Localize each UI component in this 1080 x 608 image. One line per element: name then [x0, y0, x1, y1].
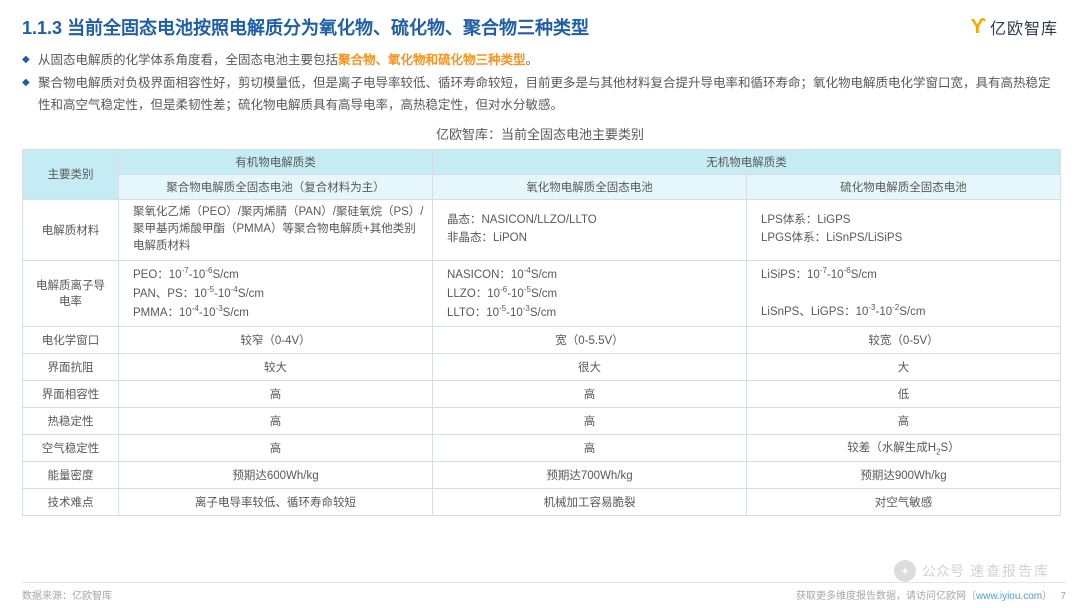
th-oxide: 氧化物电解质全固态电池	[433, 174, 747, 199]
cell: 很大	[433, 353, 747, 380]
table-row: 电化学窗口 较窄（0-4V） 宽（0-5.5V） 较宽（0-5V）	[23, 326, 1061, 353]
th-main-cat: 主要类别	[23, 149, 119, 199]
cell: NASICON：10-4S/cm LLZO：10-6-10-5S/cm LLTO…	[433, 260, 747, 326]
logo-text: 亿欧智库	[990, 15, 1058, 39]
row-label: 技术难点	[23, 488, 119, 515]
row-label: 能量密度	[23, 461, 119, 488]
table-row: 界面相容性 高 高 低	[23, 380, 1061, 407]
page-number: 7	[1060, 591, 1066, 602]
row-label: 电化学窗口	[23, 326, 119, 353]
th-inorganic: 无机物电解质类	[433, 149, 1061, 174]
table-row: 电解质材料 聚氧化乙烯（PEO）/聚丙烯腈（PAN）/聚硅氧烷（PS）/聚甲基丙…	[23, 199, 1061, 260]
cell: 低	[747, 380, 1061, 407]
table-caption: 亿欧智库：当前全固态电池主要类别	[22, 124, 1058, 143]
watermark-label: 公众号	[922, 561, 964, 581]
logo-mark-icon: ϒ	[971, 16, 986, 39]
battery-types-table: 主要类别 有机物电解质类 无机物电解质类 聚合物电解质全固态电池（复合材料为主）…	[22, 149, 1061, 516]
table-row: 热稳定性 高 高 高	[23, 407, 1061, 434]
cell: 高	[119, 380, 433, 407]
bullet-1: 从固态电解质的化学体系角度看，全固态电池主要包括聚合物、氧化物和硫化物三种类型。	[22, 50, 1058, 71]
table-row: 电解质离子导电率 PEO：10-7-10-6S/cm PAN、PS：10-5-1…	[23, 260, 1061, 326]
th-organic: 有机物电解质类	[119, 149, 433, 174]
bullet-2: 聚合物电解质对负极界面相容性好，剪切模量低，但是离子电导率较低、循环寿命较短，目…	[22, 73, 1058, 116]
cell: LPS体系：LiGPSLPGS体系：LiSnPS/LiSiPS	[747, 199, 1061, 260]
page-title: 1.1.3 当前全固态电池按照电解质分为氧化物、硫化物、聚合物三种类型	[22, 14, 589, 40]
watermark: ✦ 公众号 速查报告库	[894, 560, 1050, 582]
cell: LiSiPS：10-7-10-6S/cm LiSnPS、LiGPS：10-3-1…	[747, 260, 1061, 326]
cell: 大	[747, 353, 1061, 380]
row-label: 电解质离子导电率	[23, 260, 119, 326]
cell: 较大	[119, 353, 433, 380]
cell: 较宽（0-5V）	[747, 326, 1061, 353]
cell: 高	[433, 407, 747, 434]
footer-link[interactable]: www.iyiou.com	[976, 591, 1042, 602]
row-label: 电解质材料	[23, 199, 119, 260]
cell: 预期达700Wh/kg	[433, 461, 747, 488]
table-row: 空气稳定性 高 高 较差（水解生成H2S）	[23, 434, 1061, 461]
th-polymer: 聚合物电解质全固态电池（复合材料为主）	[119, 174, 433, 199]
cell: 晶态：NASICON/LLZO/LLTO非晶态：LiPON	[433, 199, 747, 260]
footer-right: 获取更多维度报告数据，请访问亿欧网（www.iyiou.com） 7	[796, 587, 1066, 602]
cell: 预期达600Wh/kg	[119, 461, 433, 488]
wechat-icon: ✦	[894, 560, 916, 582]
th-sulfide: 硫化物电解质全固态电池	[747, 174, 1061, 199]
cell: 高	[433, 434, 747, 461]
page-footer: 数据来源：亿欧智库 获取更多维度报告数据，请访问亿欧网（www.iyiou.co…	[22, 582, 1066, 602]
table-row: 技术难点 离子电导率较低、循环寿命较短 机械加工容易脆裂 对空气敏感	[23, 488, 1061, 515]
cell: 对空气敏感	[747, 488, 1061, 515]
row-label: 空气稳定性	[23, 434, 119, 461]
cell: 较窄（0-4V）	[119, 326, 433, 353]
cell: 高	[433, 380, 747, 407]
cell: 较差（水解生成H2S）	[747, 434, 1061, 461]
cell: 宽（0-5.5V）	[433, 326, 747, 353]
cell: 高	[119, 434, 433, 461]
cell: 高	[119, 407, 433, 434]
footer-source: 数据来源：亿欧智库	[22, 587, 112, 602]
brand-logo: ϒ 亿欧智库	[971, 15, 1058, 39]
cell: 高	[747, 407, 1061, 434]
watermark-name: 速查报告库	[970, 561, 1050, 581]
cell: 机械加工容易脆裂	[433, 488, 747, 515]
row-label: 热稳定性	[23, 407, 119, 434]
cell: 聚氧化乙烯（PEO）/聚丙烯腈（PAN）/聚硅氧烷（PS）/聚甲基丙烯酸甲酯（P…	[119, 199, 433, 260]
table-row: 界面抗阻 较大 很大 大	[23, 353, 1061, 380]
row-label: 界面相容性	[23, 380, 119, 407]
row-label: 界面抗阻	[23, 353, 119, 380]
table-row: 能量密度 预期达600Wh/kg 预期达700Wh/kg 预期达900Wh/kg	[23, 461, 1061, 488]
cell: PEO：10-7-10-6S/cm PAN、PS：10-5-10-4S/cm P…	[119, 260, 433, 326]
bullet-list: 从固态电解质的化学体系角度看，全固态电池主要包括聚合物、氧化物和硫化物三种类型。…	[22, 50, 1058, 116]
cell: 离子电导率较低、循环寿命较短	[119, 488, 433, 515]
cell: 预期达900Wh/kg	[747, 461, 1061, 488]
